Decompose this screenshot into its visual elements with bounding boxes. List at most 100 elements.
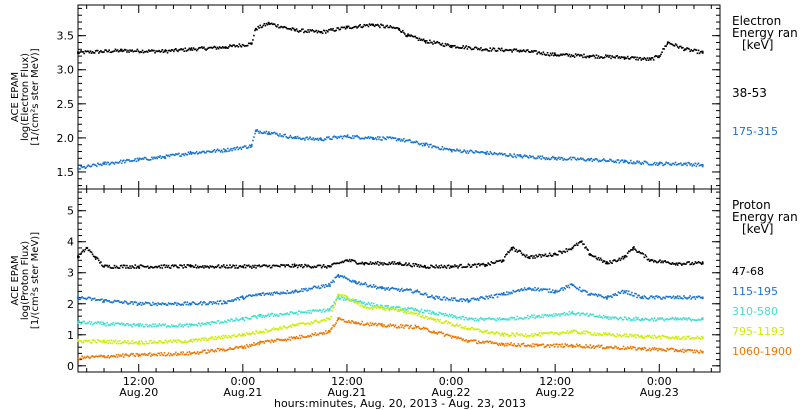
data-point [699, 50, 702, 53]
data-point [696, 350, 699, 352]
data-point [135, 352, 138, 355]
data-point [227, 147, 229, 150]
data-point [241, 333, 244, 336]
data-point [384, 263, 386, 265]
data-point [193, 302, 196, 304]
data-point [265, 292, 268, 295]
data-point [269, 267, 272, 269]
data-point [453, 325, 455, 327]
data-point [487, 152, 489, 155]
data-point [660, 337, 662, 340]
data-point [316, 137, 319, 140]
data-point [584, 332, 586, 335]
data-point [599, 345, 602, 347]
data-point [558, 313, 560, 315]
data-point [677, 262, 680, 264]
data-point [615, 346, 618, 348]
data-point [623, 348, 626, 351]
data-point [87, 356, 90, 358]
data-point [239, 318, 242, 321]
data-point [264, 328, 267, 331]
data-point [451, 265, 454, 268]
data-point [343, 134, 346, 137]
data-point [101, 298, 103, 301]
data-point [88, 51, 91, 54]
data-point [145, 50, 148, 53]
data-point [124, 161, 126, 164]
data-point [310, 29, 313, 32]
data-point [613, 259, 615, 261]
data-point [363, 306, 366, 309]
data-point [643, 318, 646, 321]
data-point [614, 292, 616, 295]
data-point [540, 344, 543, 346]
data-point [427, 309, 429, 312]
data-point [178, 353, 180, 356]
data-point [267, 313, 270, 315]
data-point [676, 295, 679, 297]
data-point [171, 264, 174, 266]
data-point [671, 336, 674, 338]
data-point [294, 312, 297, 315]
data-point [186, 323, 189, 325]
data-point [116, 266, 119, 269]
data-point [255, 129, 257, 132]
data-point [472, 297, 475, 300]
data-point [183, 301, 185, 304]
data-point [437, 146, 440, 149]
data-point [292, 291, 295, 294]
data-point [199, 265, 201, 268]
data-point [245, 295, 248, 297]
data-point [197, 47, 200, 49]
data-point [515, 248, 518, 251]
data-point [456, 323, 458, 325]
data-point [419, 143, 422, 145]
data-point [566, 286, 569, 288]
data-point [486, 264, 488, 267]
data-point [638, 336, 640, 338]
data-point [279, 26, 281, 29]
data-point [476, 48, 479, 51]
data-point [495, 293, 498, 296]
data-point [521, 50, 524, 52]
data-point [671, 162, 674, 165]
data-point [352, 298, 354, 301]
data-point [257, 293, 259, 295]
data-point [591, 255, 594, 257]
data-point [498, 293, 501, 296]
data-point [519, 345, 522, 348]
data-point [195, 338, 198, 341]
data-point [89, 250, 92, 253]
data-point [456, 265, 458, 267]
data-point [366, 137, 369, 139]
data-point [416, 325, 419, 328]
data-point [115, 300, 118, 303]
data-point [143, 156, 146, 159]
data-point [99, 163, 101, 166]
data-point [658, 162, 660, 165]
data-point [188, 323, 191, 326]
data-point [221, 46, 224, 48]
data-point [223, 336, 226, 339]
data-point [130, 300, 132, 303]
data-point [217, 47, 220, 50]
data-point [255, 28, 257, 31]
data-point [484, 318, 486, 320]
data-point [354, 135, 356, 137]
data-point [280, 25, 282, 28]
data-point [155, 353, 157, 356]
data-point [620, 347, 623, 350]
data-point [592, 255, 595, 258]
data-point [320, 332, 323, 334]
data-point [116, 49, 119, 51]
data-point [354, 300, 356, 303]
data-point [164, 266, 167, 269]
data-point [697, 49, 700, 52]
data-point [542, 343, 545, 346]
data-point [240, 296, 243, 298]
data-point [470, 48, 473, 51]
data-point [348, 258, 351, 261]
data-point [625, 318, 628, 320]
data-point [530, 316, 532, 318]
y-tick-label: 3 [67, 267, 74, 280]
